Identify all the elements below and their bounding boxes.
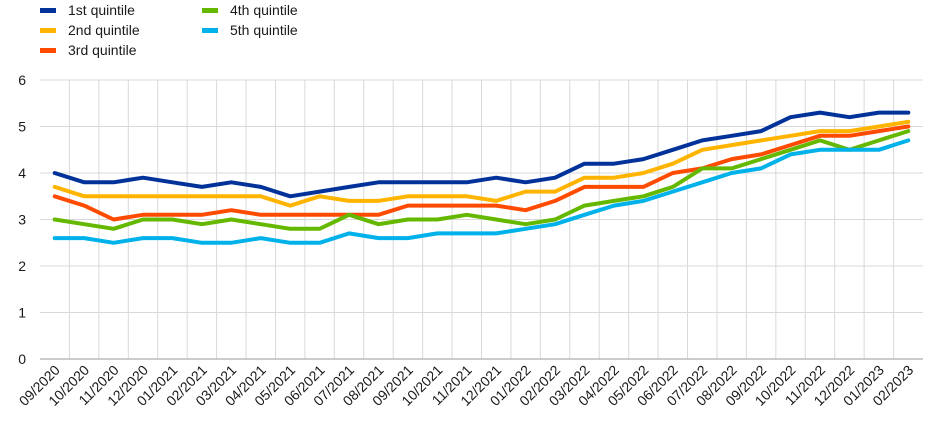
- legend-label: 5th quintile: [230, 22, 298, 38]
- legend-label: 2nd quintile: [68, 22, 140, 38]
- y-tick-label: 4: [18, 165, 26, 181]
- grid-lines: [40, 79, 923, 359]
- legend-item: 2nd quintile: [40, 20, 140, 40]
- legend-item: 5th quintile: [202, 20, 298, 40]
- legend-label: 4th quintile: [230, 2, 298, 18]
- legend-label: 1st quintile: [68, 2, 135, 18]
- legend-item: 4th quintile: [202, 0, 298, 20]
- y-tick-label: 1: [18, 305, 26, 321]
- y-tick-label: 2: [18, 258, 26, 274]
- legend-label: 3rd quintile: [68, 42, 137, 58]
- legend-swatch: [202, 27, 218, 33]
- series-line-1: [52, 110, 911, 199]
- y-tick-label: 6: [18, 72, 26, 88]
- series-line-4: [52, 129, 911, 231]
- series-line-2: [52, 119, 911, 208]
- legend-item: 3rd quintile: [40, 40, 137, 60]
- series-line-5: [52, 138, 911, 245]
- x-axis-tick-labels: 09/202010/202011/202012/202001/202102/20…: [16, 362, 917, 409]
- legend-swatch: [40, 7, 56, 13]
- data-series: [52, 110, 911, 245]
- legend-item: 1st quintile: [40, 0, 135, 20]
- legend-swatch: [40, 27, 56, 33]
- y-tick-label: 0: [18, 351, 26, 367]
- legend-swatch: [202, 7, 218, 13]
- y-tick-label: 5: [18, 119, 26, 135]
- y-tick-label: 3: [18, 212, 26, 228]
- legend-swatch: [40, 47, 56, 53]
- y-axis-tick-labels: 0 1 2 3 4 5 6: [18, 72, 26, 367]
- series-line-3: [52, 124, 911, 222]
